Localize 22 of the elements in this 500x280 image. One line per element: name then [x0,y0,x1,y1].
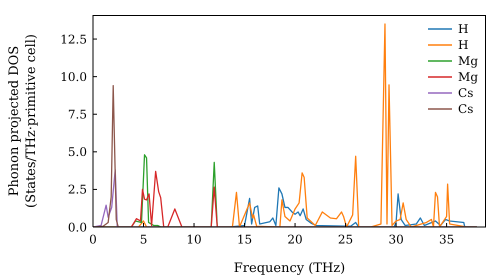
x-tick-label: 0 [89,232,97,247]
y-tick-label: 10.0 [60,70,87,84]
x-tick-label: 35 [438,232,454,247]
x-tick-label: 10 [186,232,202,247]
y-axis-title: Phonon projected DOS (States/THz·primitive cell) [7,34,39,208]
y-tick-label: 7.5 [68,107,87,122]
legend-label: Mg [458,69,478,85]
x-tick-label: 5 [140,232,148,247]
y-tick-label: 5.0 [68,145,87,160]
legend-label: Mg [458,53,478,69]
x-tick-label: 25 [338,232,354,247]
x-tick-label: 20 [287,232,303,247]
legend-label: H [458,37,468,53]
x-tick-label: 15 [236,232,252,247]
legend-label: H [458,21,468,37]
y-tick-label: 2.5 [68,182,87,197]
legend-label: Cs [458,101,474,117]
x-axis-title: Frequency (THz) [234,261,346,276]
x-tick-label: 30 [388,232,404,247]
y-tick-label: 12.5 [60,32,87,46]
y-tick-label: 0.0 [68,220,87,234]
legend-label: Cs [458,85,474,101]
